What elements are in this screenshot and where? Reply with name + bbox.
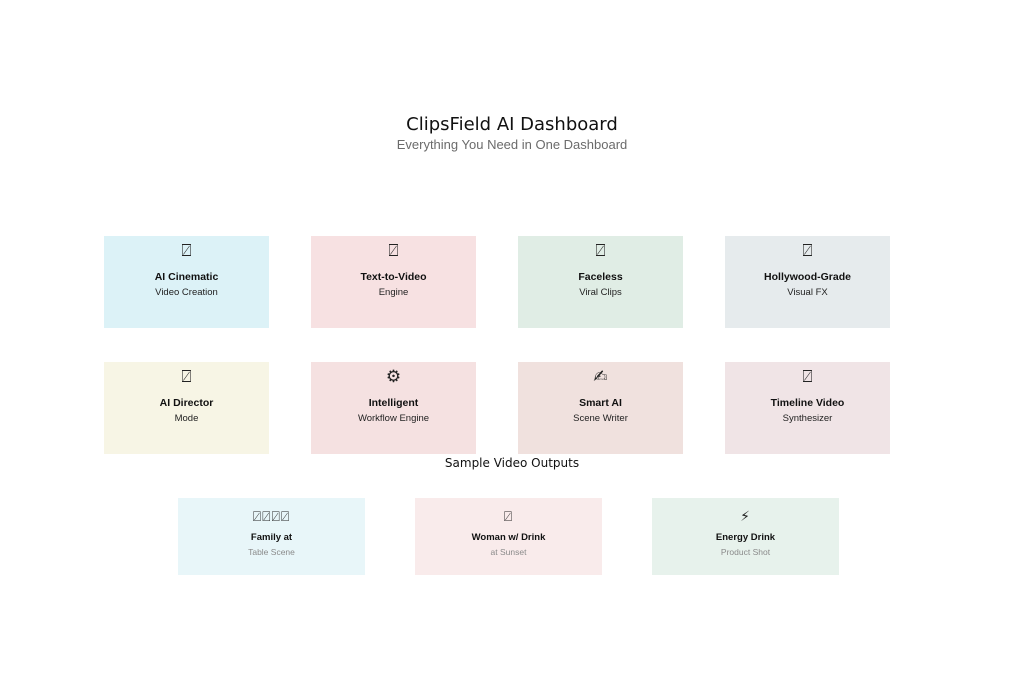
page-title: ClipsField AI Dashboard <box>406 114 618 135</box>
sample-name: Woman w/ Drink <box>471 532 546 543</box>
feature-description: Viral Clips <box>579 287 622 298</box>
feature-description: Engine <box>378 287 409 298</box>
feature-name: Hollywood-Grade <box>764 271 851 283</box>
feature-description: Scene Writer <box>573 413 628 424</box>
sample-card-energy-drink[interactable]: ⚡ Energy Drink Product Shot <box>652 498 839 575</box>
feature-name: Text-to-Video <box>360 271 427 283</box>
family-icon: ⍁⍁⍁⍁ <box>252 509 291 525</box>
video-frame-icon: ⍁ <box>802 367 813 387</box>
sample-card-woman-drink[interactable]: ⍁ Woman w/ Drink at Sunset <box>415 498 602 575</box>
feature-name: Smart AI <box>579 397 622 409</box>
feature-description: Synthesizer <box>782 413 833 424</box>
sample-description: Table Scene <box>248 547 295 557</box>
sample-outputs-heading: Sample Video Outputs <box>444 456 580 470</box>
feature-description: Workflow Engine <box>357 413 430 424</box>
feature-name: Faceless <box>578 271 623 283</box>
feature-card-smart-ai[interactable]: ✍ Smart AI Scene Writer <box>518 362 683 454</box>
feature-card-timeline-video[interactable]: ⍁ Timeline Video Synthesizer <box>725 362 890 454</box>
feature-name: Intelligent <box>368 397 419 409</box>
feature-description: Visual FX <box>787 287 828 298</box>
woman-icon: ⍁ <box>503 509 514 525</box>
feature-card-hollywood-grade[interactable]: ⍁ Hollywood-Grade Visual FX <box>725 236 890 328</box>
feature-description: Mode <box>174 413 199 424</box>
video-frame-icon: ⍁ <box>595 241 606 261</box>
feature-name: Timeline Video <box>770 397 845 409</box>
gear-icon: ⚙ <box>385 367 402 387</box>
sample-card-family[interactable]: ⍁⍁⍁⍁ Family at Table Scene <box>178 498 365 575</box>
sample-name: Energy Drink <box>715 532 776 543</box>
dashboard-header: ClipsField AI Dashboard Everything You N… <box>0 114 1024 153</box>
video-frame-icon: ⍁ <box>181 367 192 387</box>
sample-name: Family at <box>250 532 293 543</box>
feature-card-ai-director[interactable]: ⍁ AI Director Mode <box>104 362 269 454</box>
feature-card-intelligent[interactable]: ⚙ Intelligent Workflow Engine <box>311 362 476 454</box>
page-subtitle: Everything You Need in One Dashboard <box>396 137 628 152</box>
writing-hand-icon: ✍ <box>593 367 608 387</box>
video-frame-icon: ⍁ <box>181 241 192 261</box>
lightning-icon: ⚡ <box>740 509 751 525</box>
video-frame-icon: ⍁ <box>388 241 399 261</box>
feature-name: AI Cinematic <box>154 271 219 283</box>
feature-card-text-to-video[interactable]: ⍁ Text-to-Video Engine <box>311 236 476 328</box>
feature-card-faceless[interactable]: ⍁ Faceless Viral Clips <box>518 236 683 328</box>
sample-description: at Sunset <box>490 547 527 557</box>
video-frame-icon: ⍁ <box>802 241 813 261</box>
feature-card-ai-cinematic[interactable]: ⍁ AI Cinematic Video Creation <box>104 236 269 328</box>
feature-name: AI Director <box>159 397 214 409</box>
sample-description: Product Shot <box>720 547 771 557</box>
feature-description: Video Creation <box>155 287 218 298</box>
